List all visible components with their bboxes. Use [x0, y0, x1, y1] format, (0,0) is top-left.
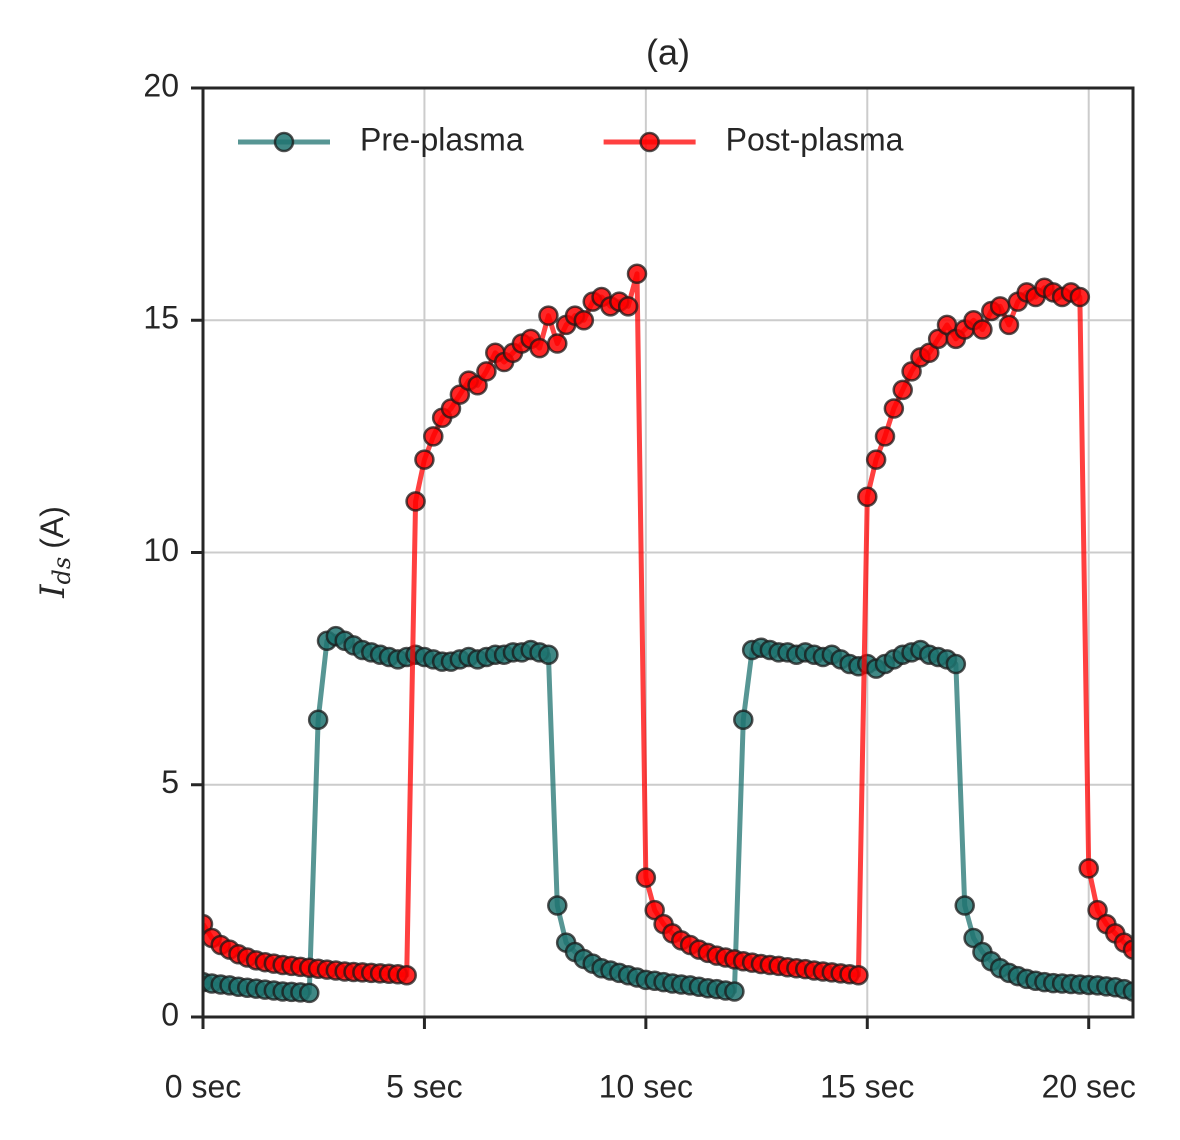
data-point: [874, 426, 896, 447]
data-point: [883, 398, 905, 419]
data-point: [573, 310, 595, 331]
y-label-subscript: ds: [48, 557, 76, 585]
data-point: [405, 491, 426, 512]
data-point: [945, 653, 967, 675]
grid: [202, 87, 1133, 1018]
data-point: [299, 982, 320, 1004]
data-point: [626, 263, 648, 285]
data-point: [547, 333, 568, 354]
y-label-symbol: I: [33, 584, 73, 599]
data-point: [1078, 858, 1099, 879]
legend: Pre-plasma Post-plasma: [238, 121, 904, 157]
series-line: [203, 271, 1133, 978]
data-point: [1122, 939, 1133, 960]
data-point: [617, 296, 639, 317]
data-point: [848, 964, 869, 986]
data-point: [857, 486, 878, 508]
legend-label: Pre-plasma: [360, 121, 524, 157]
data-point: [307, 709, 329, 730]
data-point: [538, 305, 559, 326]
y-tick-label: 20: [143, 67, 179, 103]
data-point: [733, 709, 754, 730]
x-tick-label: 5 sec: [386, 1068, 462, 1104]
data-point: [865, 449, 887, 470]
data-point: [1069, 286, 1091, 308]
data-point: [547, 895, 568, 916]
axes: 0 5 10 15 20 0 sec 5 sec 10 sec 15 sec 20 sec: [143, 67, 1135, 1104]
data-point: [423, 426, 444, 447]
x-tick-label: 0 sec: [165, 1068, 241, 1104]
data-point: [972, 319, 993, 340]
legend-marker: [273, 131, 295, 153]
x-tick-label: 15 sec: [820, 1068, 914, 1104]
x-tick-label: 20 sec: [1042, 1068, 1136, 1104]
data-point: [529, 337, 550, 359]
data-point: [954, 895, 975, 916]
data-point: [998, 314, 1020, 336]
y-tick-label: 5: [161, 764, 179, 800]
data-point: [635, 867, 657, 888]
data-point: [724, 981, 745, 1002]
data-point: [892, 379, 913, 401]
y-tick-label: 0: [161, 996, 179, 1032]
plot-area: [203, 263, 1133, 1004]
data-point: [414, 449, 435, 470]
data-point: [396, 964, 417, 986]
data-point: [476, 361, 497, 382]
x-tick-label: 10 sec: [599, 1068, 693, 1104]
y-tick-label: 15: [143, 300, 179, 336]
data-point: [989, 296, 1011, 317]
y-label-unit: (A): [34, 506, 70, 549]
data-point: [538, 644, 559, 665]
data-point: [1122, 981, 1133, 1002]
legend-label: Post-plasma: [726, 121, 904, 157]
legend-marker: [639, 131, 660, 153]
chart-title: (a): [646, 32, 690, 73]
y-tick-label: 10: [143, 532, 179, 568]
y-axis-label: Ids (A): [33, 506, 76, 599]
